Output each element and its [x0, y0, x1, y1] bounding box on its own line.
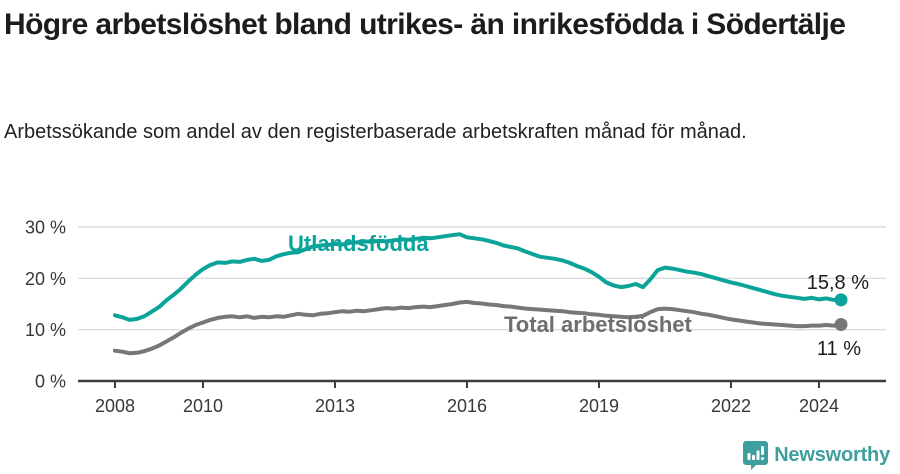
- series-line-total-arbetsloshet: [113, 299, 843, 356]
- series-endpoint-dot: [834, 293, 848, 307]
- brand-footer: Newsworthy: [743, 440, 890, 470]
- brand-name: Newsworthy: [774, 443, 890, 466]
- series-line-utlandsfodda: [113, 232, 843, 322]
- y-axis-label-10: 10 %: [25, 320, 66, 340]
- unemployment-line-chart: 0 % 10 % 20 % 30 % 2008 2010 2013 2016 2019 2022 2…: [25, 218, 886, 416]
- x-axis-label-2013: 2013: [315, 396, 355, 416]
- line-chart-area: 0 % 10 % 20 % 30 % 2008 2010 2013 2016 2019 2022 2…: [0, 205, 900, 474]
- y-axis-label-0: 0 %: [35, 372, 66, 392]
- x-axis-label-2010: 2010: [183, 396, 223, 416]
- newsworthy-logo-icon: [743, 440, 769, 470]
- series-label-total-arbetsloshet: Total arbetslöshet: [504, 312, 693, 337]
- x-axis-label-2022: 2022: [711, 396, 751, 416]
- chart-subtitle: Arbetssökande som andel av den registerb…: [4, 121, 747, 143]
- page-title: Högre arbetslöshet bland utrikes- än inr…: [4, 8, 846, 41]
- end-value-label-total-arbetsloshet: 11 %: [817, 338, 861, 360]
- x-axis-label-2008: 2008: [95, 396, 135, 416]
- series-label-utlandsfodda: Utlandsfödda: [288, 231, 429, 256]
- x-axis-label-2024: 2024: [799, 396, 839, 416]
- y-axis-label-20: 20 %: [25, 269, 66, 289]
- y-axis-label-30: 30 %: [25, 218, 66, 238]
- series-endpoint-dot: [834, 318, 848, 332]
- end-value-label-utlandsfodda: 15,8 %: [807, 272, 869, 294]
- x-axis-label-2016: 2016: [447, 396, 487, 416]
- x-axis-label-2019: 2019: [579, 396, 619, 416]
